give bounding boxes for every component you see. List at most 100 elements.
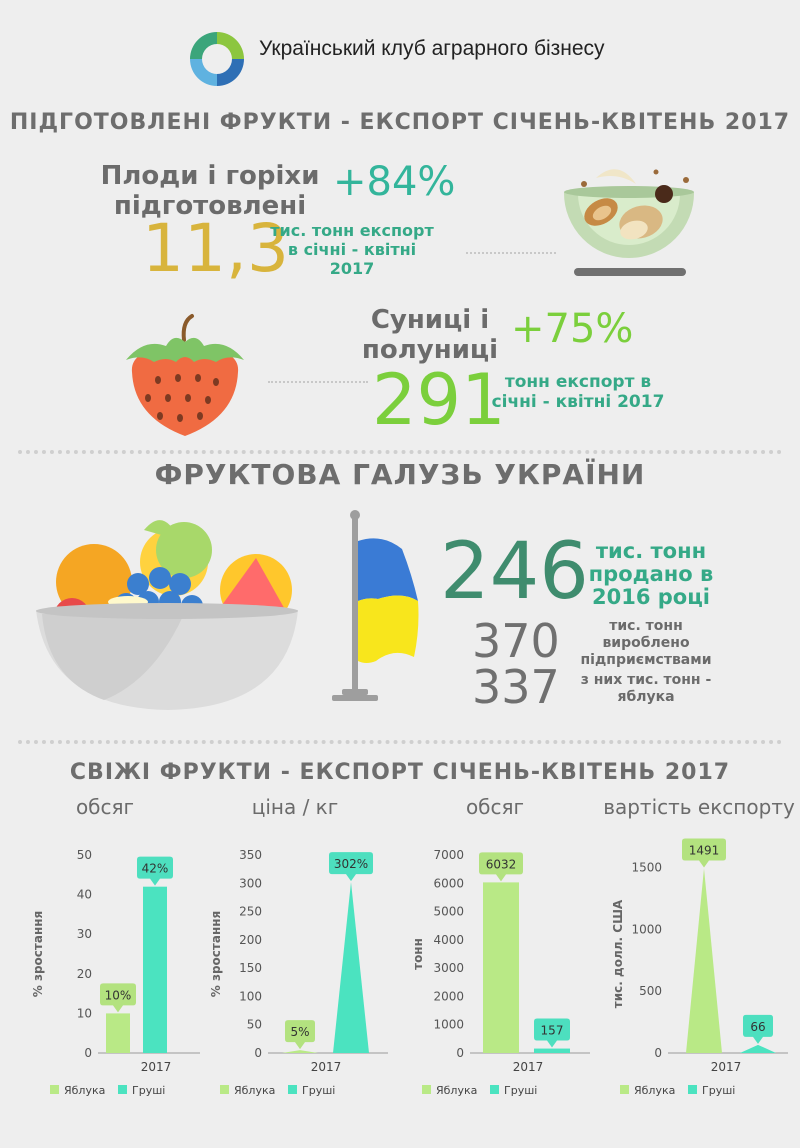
data-label-callout bbox=[285, 1020, 315, 1050]
divider-dash bbox=[268, 381, 368, 383]
nuts-note: тис. тонн експорт в січні - квітні 2017 bbox=[270, 221, 434, 278]
y-tick-label: 350 bbox=[239, 848, 262, 862]
nuts-value: 11,3 bbox=[142, 210, 289, 287]
data-label: 42% bbox=[142, 862, 169, 876]
chart-title-4: вартість експорту bbox=[603, 795, 795, 819]
berries-title: Суниці і полуниці bbox=[361, 305, 499, 365]
data-label-callout bbox=[534, 1018, 570, 1048]
x-tick-label: 2017 bbox=[311, 1060, 342, 1074]
strawberry-icon bbox=[126, 314, 244, 436]
bar-apples bbox=[282, 1050, 318, 1053]
legend-swatch-apples bbox=[422, 1085, 431, 1094]
section-divider bbox=[18, 450, 782, 454]
y-axis-label: тонн bbox=[411, 938, 425, 970]
legend-label-pears: Груші bbox=[702, 1084, 735, 1097]
bar-apples bbox=[686, 868, 722, 1053]
y-tick-label: 500 bbox=[639, 984, 662, 998]
section-divider bbox=[18, 740, 782, 744]
sold-value: 246 bbox=[440, 527, 589, 617]
y-tick-label: 300 bbox=[239, 876, 262, 890]
apples-note: з них тис. тонн - яблука bbox=[580, 672, 712, 705]
y-tick-label: 1000 bbox=[631, 922, 662, 936]
fruit-bowl-icon bbox=[36, 520, 298, 710]
chart-title-3: обсяг bbox=[465, 795, 525, 819]
y-tick-label: 3000 bbox=[433, 961, 464, 975]
y-tick-label: 0 bbox=[84, 1046, 92, 1060]
legend-swatch-apples bbox=[50, 1085, 59, 1094]
data-label-callout bbox=[682, 838, 726, 868]
nut-bowl-icon bbox=[563, 169, 695, 276]
data-label: 157 bbox=[541, 1024, 564, 1038]
berries-value: 291 bbox=[372, 359, 506, 441]
legend-label-apples: Яблука bbox=[234, 1084, 275, 1097]
legend-label-apples: Яблука bbox=[436, 1084, 477, 1097]
data-label: 302% bbox=[334, 857, 368, 871]
y-tick-label: 200 bbox=[239, 933, 262, 947]
data-label: 66 bbox=[750, 1020, 765, 1034]
nuts-growth: +84% bbox=[333, 159, 456, 205]
y-axis-label: % зростання bbox=[31, 911, 45, 997]
chart-export-volume-tonnes: тонн 0 1000 2000 3000 4000 5000 6000 7000 6032 157… bbox=[411, 848, 590, 1097]
legend-label-pears: Груші bbox=[302, 1084, 335, 1097]
ukraine-flag-icon bbox=[332, 510, 419, 701]
club-logo bbox=[190, 32, 244, 86]
y-tick-label: 2000 bbox=[433, 989, 464, 1003]
y-tick-label: 5000 bbox=[433, 905, 464, 919]
y-tick-label: 7000 bbox=[433, 848, 464, 862]
y-tick-label: 1000 bbox=[433, 1018, 464, 1032]
chart-price-per-kg-pct: % зростання 0 50 100 150 200 250 300 350 5% 302% 20… bbox=[209, 848, 388, 1097]
produced-value: 370 bbox=[472, 614, 560, 668]
x-tick-label: 2017 bbox=[513, 1060, 544, 1074]
section-title-prepared-fruit: ПІДГОТОВЛЕНІ ФРУКТИ - ЕКСПОРТ СІЧЕНЬ-КВІ… bbox=[9, 110, 791, 135]
produced-note: тис. тонн вироблено підприємствами bbox=[580, 618, 712, 668]
y-tick-label: 0 bbox=[456, 1046, 464, 1060]
y-tick-label: 6000 bbox=[433, 876, 464, 890]
y-tick-label: 4000 bbox=[433, 933, 464, 947]
chart-export-volume-pct: % зростання 0 10 20 30 40 50 10% 42% 2017 Яблука Гр… bbox=[31, 848, 200, 1097]
data-label-callout bbox=[743, 1014, 773, 1044]
legend-swatch-pears bbox=[118, 1085, 127, 1094]
bar-apples bbox=[106, 1013, 130, 1053]
y-tick-label: 20 bbox=[77, 967, 92, 981]
data-label-callout bbox=[100, 983, 136, 1013]
y-tick-label: 50 bbox=[247, 1018, 262, 1032]
y-tick-label: 1500 bbox=[631, 860, 662, 874]
data-label: 1491 bbox=[689, 843, 720, 857]
nuts-title: Плоди і горіхи підготовлені bbox=[100, 161, 320, 221]
data-label: 10% bbox=[105, 988, 132, 1002]
y-tick-label: 50 bbox=[77, 848, 92, 862]
section-title-fresh-fruit: СВІЖІ ФРУКТИ - ЕКСПОРТ СІЧЕНЬ-КВІТЕНЬ 20… bbox=[69, 760, 731, 785]
x-tick-label: 2017 bbox=[711, 1060, 742, 1074]
chart-title-2: ціна / кг bbox=[251, 795, 339, 819]
bar-pears bbox=[143, 886, 167, 1053]
bar-pears bbox=[333, 882, 369, 1053]
x-tick-label: 2017 bbox=[141, 1060, 172, 1074]
berries-growth: +75% bbox=[511, 306, 634, 352]
y-tick-label: 30 bbox=[77, 927, 92, 941]
legend-swatch-pears bbox=[688, 1085, 697, 1094]
legend-swatch-pears bbox=[490, 1085, 499, 1094]
legend-swatch-pears bbox=[288, 1085, 297, 1094]
apples-value: 337 bbox=[472, 660, 560, 714]
divider-dash bbox=[466, 252, 556, 254]
y-axis-label: тис. долл. США bbox=[611, 899, 625, 1008]
bar-pears bbox=[740, 1044, 776, 1053]
data-label-callout bbox=[329, 852, 373, 882]
data-label-callout bbox=[137, 856, 173, 886]
org-name: Український клуб аграрного бізнесу bbox=[259, 37, 605, 60]
data-label: 6032 bbox=[486, 857, 517, 871]
y-tick-label: 250 bbox=[239, 905, 262, 919]
section-title-fruit-industry: ФРУКТОВА ГАЛУЗЬ УКРАЇНИ bbox=[154, 458, 646, 491]
legend-label-pears: Груші bbox=[504, 1084, 537, 1097]
legend-label-apples: Яблука bbox=[64, 1084, 105, 1097]
chart-title-1: обсяг bbox=[75, 795, 135, 819]
y-tick-label: 0 bbox=[654, 1046, 662, 1060]
legend-label-apples: Яблука bbox=[634, 1084, 675, 1097]
legend-swatch-apples bbox=[620, 1085, 629, 1094]
y-tick-label: 100 bbox=[239, 989, 262, 1003]
legend-swatch-apples bbox=[220, 1085, 229, 1094]
y-axis-label: % зростання bbox=[209, 911, 223, 997]
sold-note: тис. тонн продано в 2016 році bbox=[588, 539, 714, 609]
y-tick-label: 40 bbox=[77, 888, 92, 902]
bar-apples bbox=[483, 882, 519, 1053]
